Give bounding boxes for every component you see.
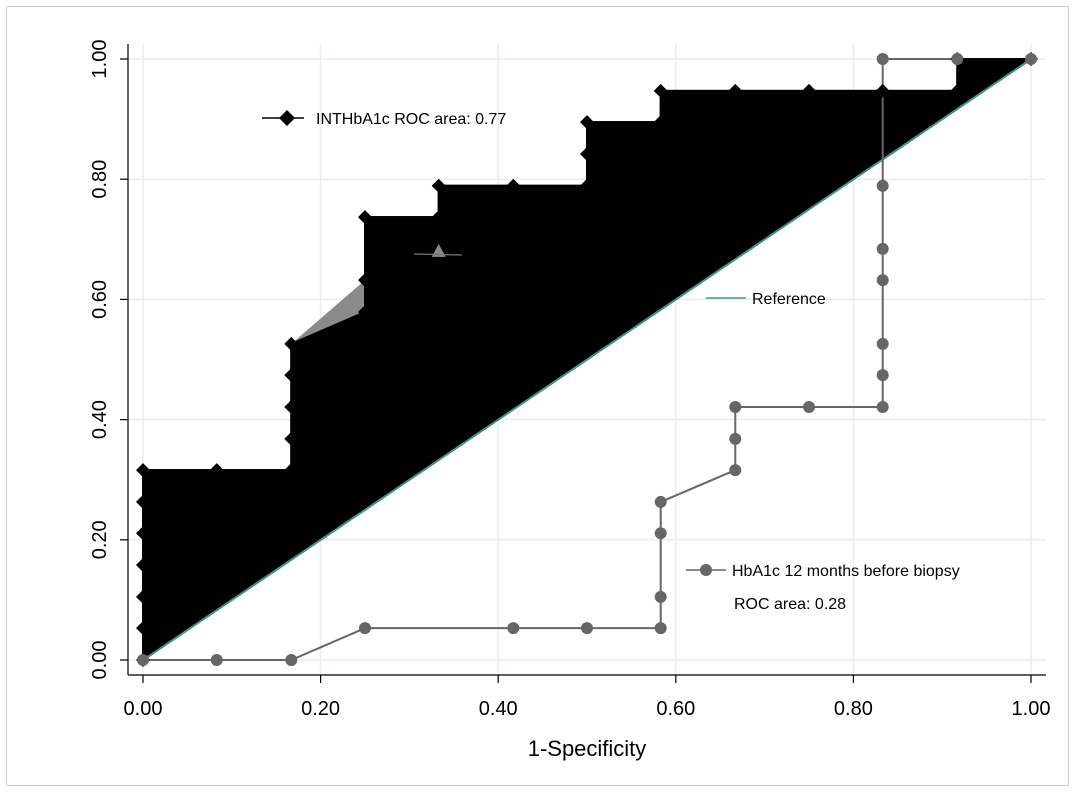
legend-inthba1c-diamond-icon — [279, 110, 295, 126]
inthba1c-point — [580, 146, 594, 161]
y-tick-label: 0.60 — [89, 280, 111, 319]
legends: INTHbA1c ROC area: 0.77 Reference HbA1c … — [262, 110, 960, 613]
hba1c-point — [285, 654, 298, 666]
hba1c-point — [507, 622, 520, 635]
legend-hba1c-label: HbA1c 12 months before biopsy — [732, 563, 960, 580]
inthba1c-point — [431, 210, 446, 225]
y-tick-label: 0.00 — [89, 641, 111, 680]
legend-inthba1c-label: INTHbA1c ROC area: 0.77 — [316, 111, 506, 128]
inthba1c-point — [284, 399, 299, 414]
inthba1c-point — [358, 210, 372, 225]
inthba1c-point — [284, 431, 299, 446]
inthba1c-point — [284, 368, 299, 383]
hba1c-point — [876, 400, 889, 413]
inthba1c-point — [950, 83, 965, 98]
inthba1c-point — [506, 178, 521, 193]
hba1c-point — [581, 622, 593, 635]
legend-reference-label: Reference — [752, 291, 826, 308]
inthba1c-point — [802, 83, 816, 98]
x-tick-label: 0.40 — [479, 698, 518, 720]
inthba1c-point — [136, 558, 150, 573]
inthba1c-point — [136, 494, 150, 509]
hba1c-point — [1025, 53, 1037, 65]
hba1c-point — [876, 242, 889, 255]
inthba1c-point — [653, 83, 668, 98]
y-tick-label: 0.40 — [89, 400, 111, 439]
y-tick-label: 1.00 — [89, 40, 111, 79]
inthba1c-point — [728, 83, 743, 98]
hba1c-point — [654, 527, 667, 540]
inthba1c-point — [358, 305, 372, 320]
hba1c-point — [803, 400, 815, 413]
hba1c-point — [729, 432, 742, 445]
inthba1c-point — [875, 83, 890, 98]
inthba1c-point — [580, 178, 594, 193]
inthba1c-point — [580, 115, 594, 130]
hba1c-point — [876, 369, 889, 382]
hba1c-point — [876, 274, 889, 287]
series-markers — [136, 52, 1038, 667]
hba1c-point — [654, 590, 667, 603]
x-tick-label: 0.20 — [301, 698, 340, 720]
legend-hba1c-area-label: ROC area: 0.28 — [734, 596, 846, 613]
cutpoint-line — [413, 253, 463, 256]
x-tick-label: 0.80 — [834, 698, 873, 720]
hba1c-point — [359, 622, 371, 635]
hba1c-point — [729, 464, 742, 477]
hba1c-point — [951, 53, 964, 65]
hba1c-point — [876, 179, 889, 192]
cutpoint-triangle — [431, 243, 446, 257]
inthba1c-point — [136, 526, 150, 541]
x-tick-label: 0.00 — [124, 698, 163, 720]
inthba1c-point — [653, 115, 668, 130]
inthba1c-point — [209, 463, 224, 478]
cutpoint-wedge — [291, 280, 365, 344]
x-tick-label: 1.00 — [1012, 698, 1051, 720]
inthba1c-point — [358, 273, 372, 288]
inthba1c-point — [136, 589, 150, 604]
hba1c-point — [729, 400, 742, 413]
x-tick-label: 0.60 — [656, 698, 695, 720]
hba1c-point — [876, 337, 889, 350]
y-tick-label: 0.80 — [89, 160, 111, 199]
inthba1c-point — [284, 336, 299, 351]
hba1c-point — [876, 53, 889, 65]
x-axis-title: 1-Specificity — [528, 736, 647, 761]
hba1c-point — [137, 654, 149, 666]
legend-hba1c-circle-icon — [700, 564, 712, 576]
inthba1c-point — [284, 463, 299, 478]
hba1c-point — [654, 495, 667, 508]
inthba1c-point — [136, 463, 150, 478]
inthba1c-point — [431, 178, 446, 193]
y-tick-label: 0.20 — [89, 520, 111, 559]
hba1c-point — [654, 622, 667, 635]
inthba1c-point — [136, 621, 150, 636]
axes: 0.00 0.00 0.20 0.20 0.40 0.40 0.60 0.60 0.80 0.80… — [89, 40, 1050, 761]
hba1c-point — [210, 654, 223, 666]
